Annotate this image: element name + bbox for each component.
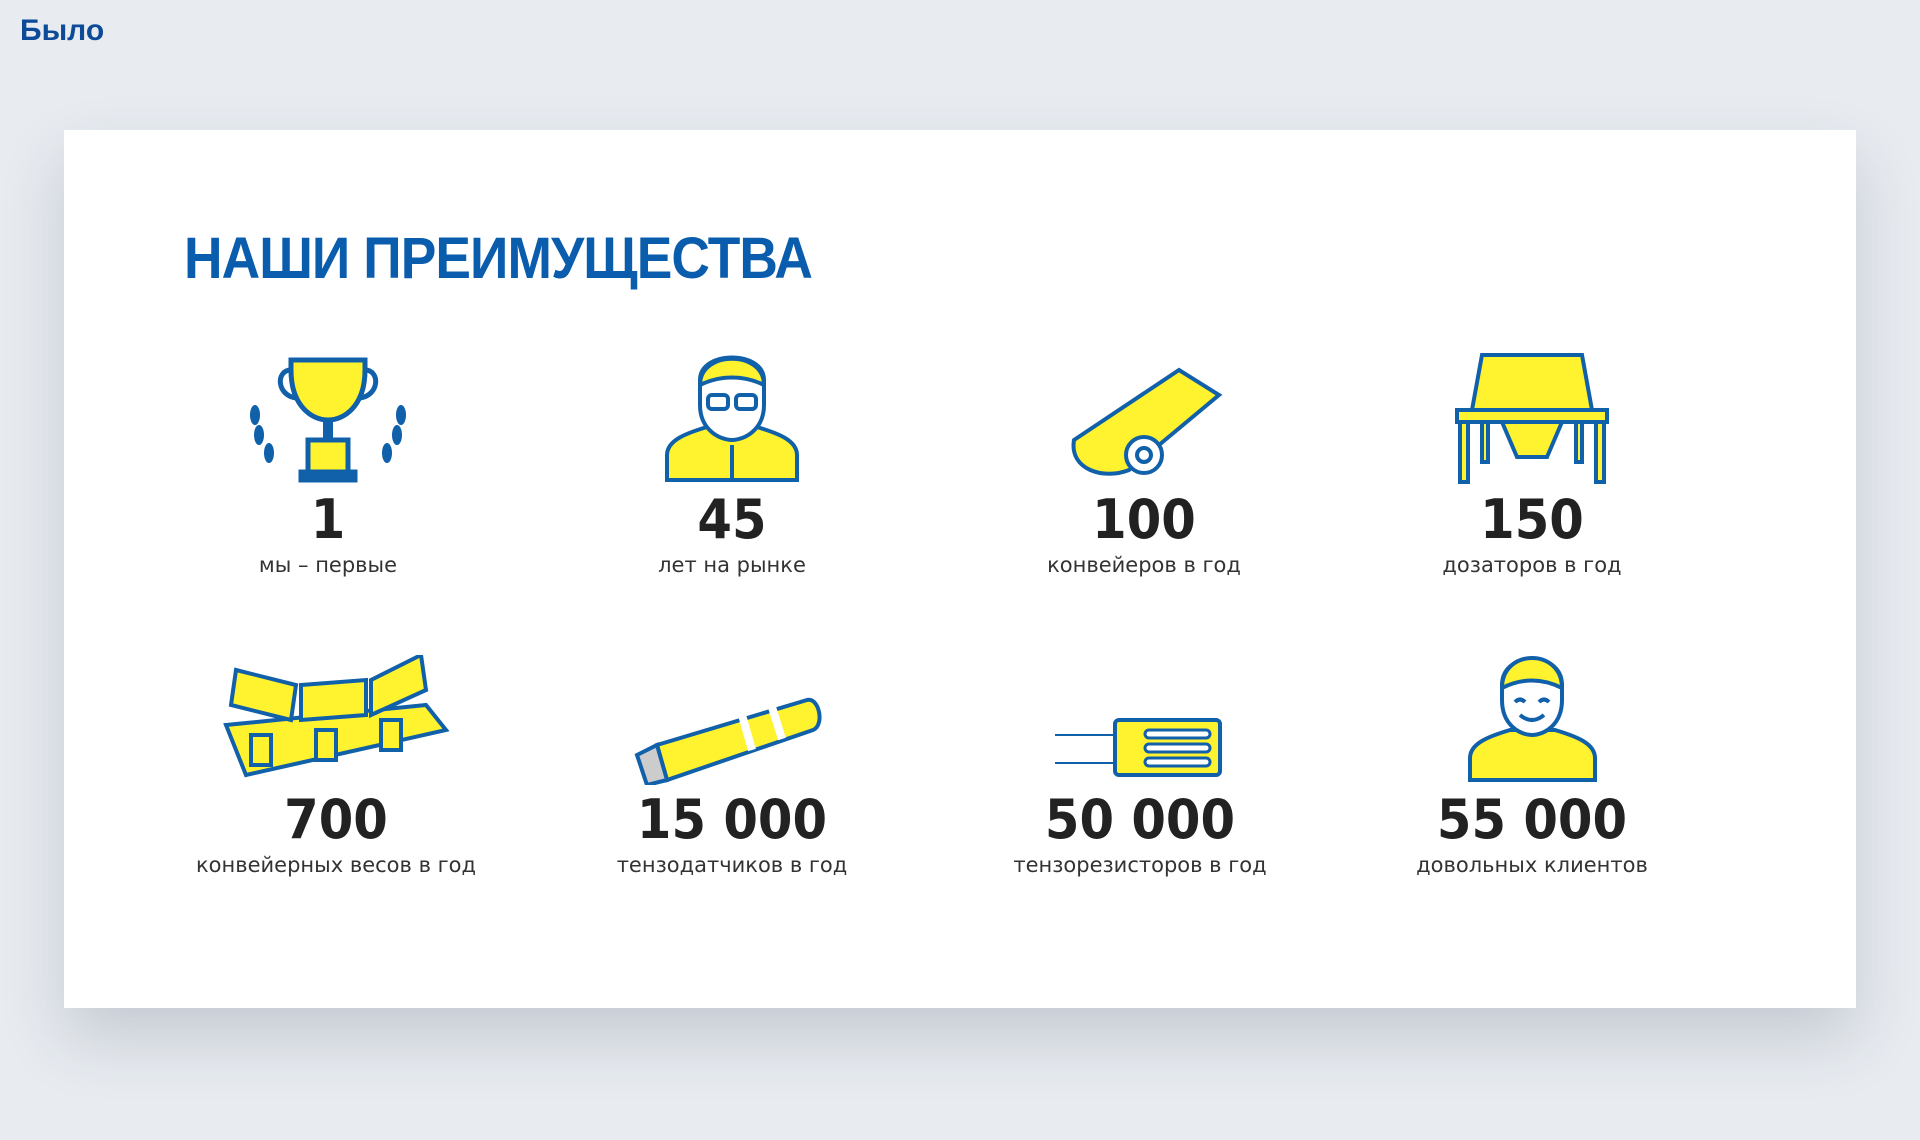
advantage-value: 55 000 (1436, 788, 1628, 851)
advantage-label: дозаторов в год (1442, 553, 1622, 577)
advantage-label: конвейеров в год (1047, 553, 1241, 577)
advantage-item: 700 конвейерных весов в год (146, 645, 526, 877)
advantage-value: 15 000 (636, 788, 828, 851)
advantage-label: довольных клиентов (1416, 853, 1648, 877)
dispenser-icon (1342, 345, 1722, 485)
section-title: НАШИ ПРЕИМУЩЕСТВА (184, 226, 813, 291)
advantage-label: мы – первые (258, 553, 398, 577)
advantage-label: лет на рынке (658, 553, 806, 577)
trophy-icon (138, 345, 518, 485)
strain-gauge-icon (950, 645, 1330, 785)
advantage-item: 15 000 тензодатчиков в год (542, 645, 922, 877)
advantage-value: 700 (284, 788, 388, 851)
advantage-value: 50 000 (1044, 788, 1236, 851)
advantage-item: 45 лет на рынке (542, 345, 922, 577)
advantage-item: 100 конвейеров в год (954, 345, 1334, 577)
load-cell-icon (542, 645, 922, 785)
advantage-value: 150 (1480, 488, 1584, 551)
advantage-value: 45 (697, 488, 767, 551)
advantage-item: 150 дозаторов в год (1342, 345, 1722, 577)
advantage-item: 50 000 тензорезисторов в год (950, 645, 1330, 877)
advantage-label: конвейерных весов в год (195, 853, 477, 877)
advantage-value: 100 (1092, 488, 1196, 551)
conveyor-icon (954, 345, 1334, 485)
advantage-label: тензорезисторов в год (1013, 853, 1267, 877)
engineer-icon (542, 345, 922, 485)
advantage-item: 55 000 довольных клиентов (1342, 645, 1722, 877)
advantages-card: НАШИ ПРЕИМУЩЕСТВА 1 мы – первые 45 лет н… (64, 130, 1856, 1008)
advantage-value: 1 (310, 488, 346, 551)
page-label: Было (20, 14, 105, 47)
advantage-label: тензодатчиков в год (616, 853, 848, 877)
advantage-item: 1 мы – первые (138, 345, 518, 577)
happy-client-icon (1342, 645, 1722, 785)
conveyor-scale-icon (146, 645, 526, 785)
